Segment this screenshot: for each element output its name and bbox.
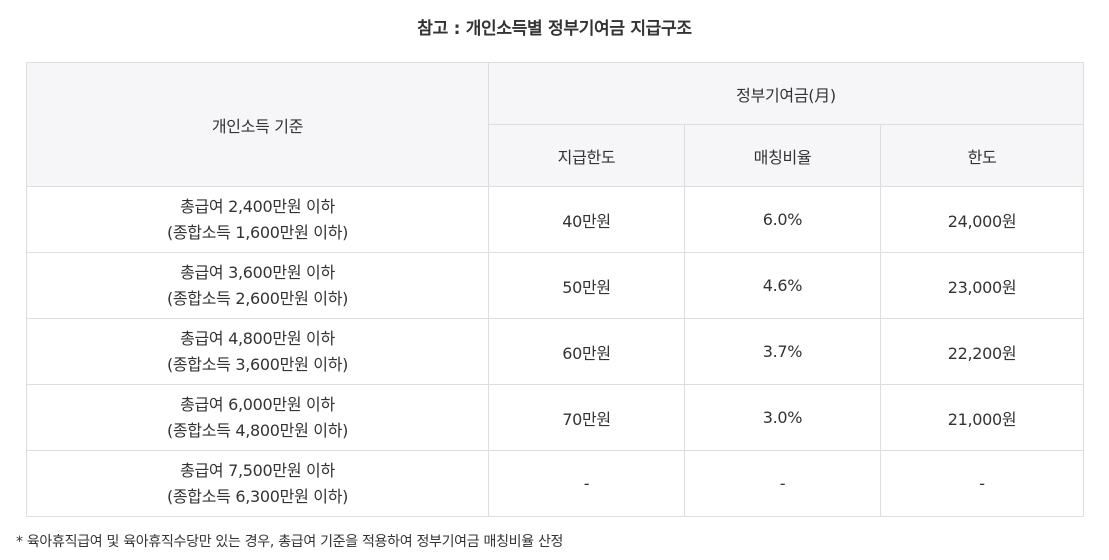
table-row: 총급여 7,500만원 이하 (종합소득 6,300만원 이하) - - -: [26, 450, 1084, 517]
matching-ratio-cell: 3.7%: [684, 318, 881, 385]
criteria-total-salary: 총급여 3,600만원 이하: [180, 262, 335, 282]
grant-structure-table: 개인소득 기준 정부기여금(月) 지급한도 매칭비율 한도 총급여 2,400만…: [26, 62, 1084, 517]
header-government-contribution: 정부기여금(月): [488, 62, 1084, 125]
criteria-cell: 총급여 2,400만원 이하 (종합소득 1,600만원 이하): [26, 186, 489, 253]
cap-cell: 22,200원: [880, 318, 1084, 385]
cap-cell: 23,000원: [880, 252, 1084, 319]
criteria-total-salary: 총급여 7,500만원 이하: [180, 460, 335, 480]
criteria-total-salary: 총급여 2,400만원 이하: [180, 196, 335, 216]
payment-limit-cell: 70만원: [488, 384, 685, 451]
criteria-cell: 총급여 6,000만원 이하 (종합소득 4,800만원 이하): [26, 384, 489, 451]
criteria-total-salary: 총급여 4,800만원 이하: [180, 328, 335, 348]
table-row: 총급여 4,800만원 이하 (종합소득 3,600만원 이하) 60만원 3.…: [26, 318, 1084, 385]
footnote: * 육아휴직급여 및 육아휴직수당만 있는 경우, 총급여 기준을 적용하여 정…: [16, 534, 564, 550]
cap-cell: 24,000원: [880, 186, 1084, 253]
matching-ratio-cell: 4.6%: [684, 252, 881, 319]
criteria-total-income: (종합소득 6,300만원 이하): [166, 486, 349, 506]
header-row-sub: 지급한도 매칭비율 한도: [27, 124, 1084, 187]
table-row: 총급여 2,400만원 이하 (종합소득 1,600만원 이하) 40만원 6.…: [26, 186, 1084, 253]
criteria-total-income: (종합소득 1,600만원 이하): [166, 222, 349, 242]
matching-ratio-cell: -: [684, 450, 881, 517]
payment-limit-cell: 60만원: [488, 318, 685, 385]
page-title: 참고 : 개인소득별 정부기여금 지급구조: [417, 19, 692, 39]
matching-ratio-cell: 3.0%: [684, 384, 881, 451]
payment-limit-cell: 40만원: [488, 186, 685, 253]
criteria-total-income: (종합소득 2,600만원 이하): [166, 288, 349, 308]
table-row: 총급여 3,600만원 이하 (종합소득 2,600만원 이하) 50만원 4.…: [26, 252, 1084, 319]
cap-cell: -: [880, 450, 1084, 517]
criteria-cell: 총급여 4,800만원 이하 (종합소득 3,600만원 이하): [26, 318, 489, 385]
criteria-total-salary: 총급여 6,000만원 이하: [180, 394, 335, 414]
header-row-top: 개인소득 기준 정부기여금(月): [26, 62, 1084, 187]
header-cap: 한도: [880, 124, 1084, 187]
criteria-total-income: (종합소득 4,800만원 이하): [166, 420, 349, 440]
criteria-cell: 총급여 7,500만원 이하 (종합소득 6,300만원 이하): [26, 450, 489, 517]
header-criteria: 개인소득 기준: [26, 62, 489, 187]
matching-ratio-cell: 6.0%: [684, 186, 881, 253]
payment-limit-cell: -: [488, 450, 685, 517]
header-payment-limit: 지급한도: [488, 124, 685, 187]
payment-limit-cell: 50만원: [488, 252, 685, 319]
criteria-cell: 총급여 3,600만원 이하 (종합소득 2,600만원 이하): [26, 252, 489, 319]
cap-cell: 21,000원: [880, 384, 1084, 451]
header-matching-ratio: 매칭비율: [684, 124, 881, 187]
table-row: 총급여 6,000만원 이하 (종합소득 4,800만원 이하) 70만원 3.…: [26, 384, 1084, 451]
criteria-total-income: (종합소득 3,600만원 이하): [166, 354, 349, 374]
